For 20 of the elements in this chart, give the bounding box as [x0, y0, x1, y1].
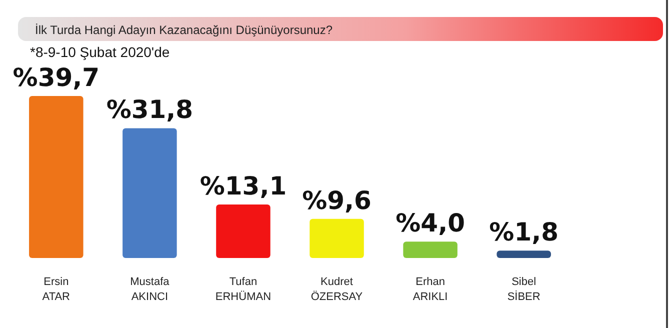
- x-tick-label: Erhan ARIKLI: [412, 276, 448, 303]
- data-label: %39,7: [12, 63, 100, 92]
- x-tick-label: Kudret ÖZERSAY: [310, 276, 364, 303]
- data-label: %9,6: [302, 186, 372, 215]
- bar: [403, 242, 458, 258]
- bar: [29, 96, 84, 258]
- data-label: %31,8: [106, 95, 194, 124]
- x-tick-label: Sibel SİBER: [507, 276, 540, 303]
- chart-subtitle: *8-9-10 Şubat 2020'de: [30, 44, 170, 60]
- data-label: %4,0: [396, 208, 465, 238]
- x-tick-label: Ersin ATAR: [42, 276, 70, 303]
- data-label: %13,1: [200, 172, 287, 201]
- chart-title: İlk Turda Hangi Adayın Kazanacağını Düşünüyorsunuz?: [35, 23, 333, 37]
- bar: [496, 250, 551, 258]
- bar: [216, 204, 270, 258]
- bar: [310, 218, 364, 258]
- x-tick-label: Mustafa AKINCI: [130, 276, 170, 303]
- data-label: %1,8: [489, 218, 559, 247]
- x-tick-label: Tufan ERHÜMAN: [215, 276, 272, 303]
- bar: [122, 128, 177, 258]
